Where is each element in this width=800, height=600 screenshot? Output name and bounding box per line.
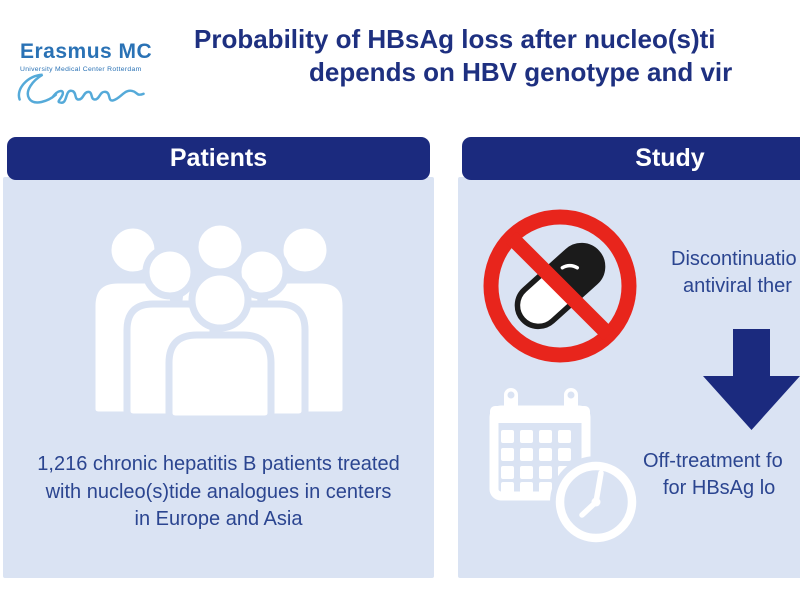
study-panel-header: Study <box>462 137 800 180</box>
patients-description-line2: with nucleo(s)tide analogues in centers <box>45 480 392 503</box>
patients-panel-header: Patients <box>7 137 430 180</box>
down-arrow-icon <box>703 329 800 430</box>
people-group-icon <box>88 218 350 423</box>
prohibition-bar <box>505 231 615 341</box>
erasmus-signature-icon <box>17 73 145 104</box>
calendar-clock-icon <box>489 388 640 545</box>
logo-tagline: University Medical Center Rotterdam <box>20 66 142 73</box>
clock <box>550 456 640 545</box>
erasmus-mc-logo: Erasmus MC University Medical Center Rot… <box>17 40 200 120</box>
logo-wordmark: Erasmus MC <box>20 40 153 63</box>
patients-panel-title: Patients <box>169 144 268 172</box>
prohibition-ring <box>483 209 637 363</box>
patients-description: 1,216 chronic hepatitis B patients treat… <box>3 451 434 534</box>
page-title-line2: depends on HBV genotype and vir <box>309 57 733 87</box>
patients-description-line3: in Europe and Asia <box>134 508 303 530</box>
study-panel-title: Study <box>635 144 705 172</box>
discontinuation-text-line1: Discontinuatio <box>671 248 797 270</box>
patients-description-line1: 1,216 chronic hepatitis B patients treat… <box>37 453 400 475</box>
followup-text-line2: for HBsAg lo <box>663 477 776 499</box>
page-title-line1: Probability of HBsAg loss after nucleo(s… <box>194 24 716 54</box>
discontinuation-text-line2: antiviral ther <box>683 275 792 297</box>
followup-text-line1: Off-treatment fo <box>643 450 783 472</box>
no-pill-icon <box>483 209 637 363</box>
